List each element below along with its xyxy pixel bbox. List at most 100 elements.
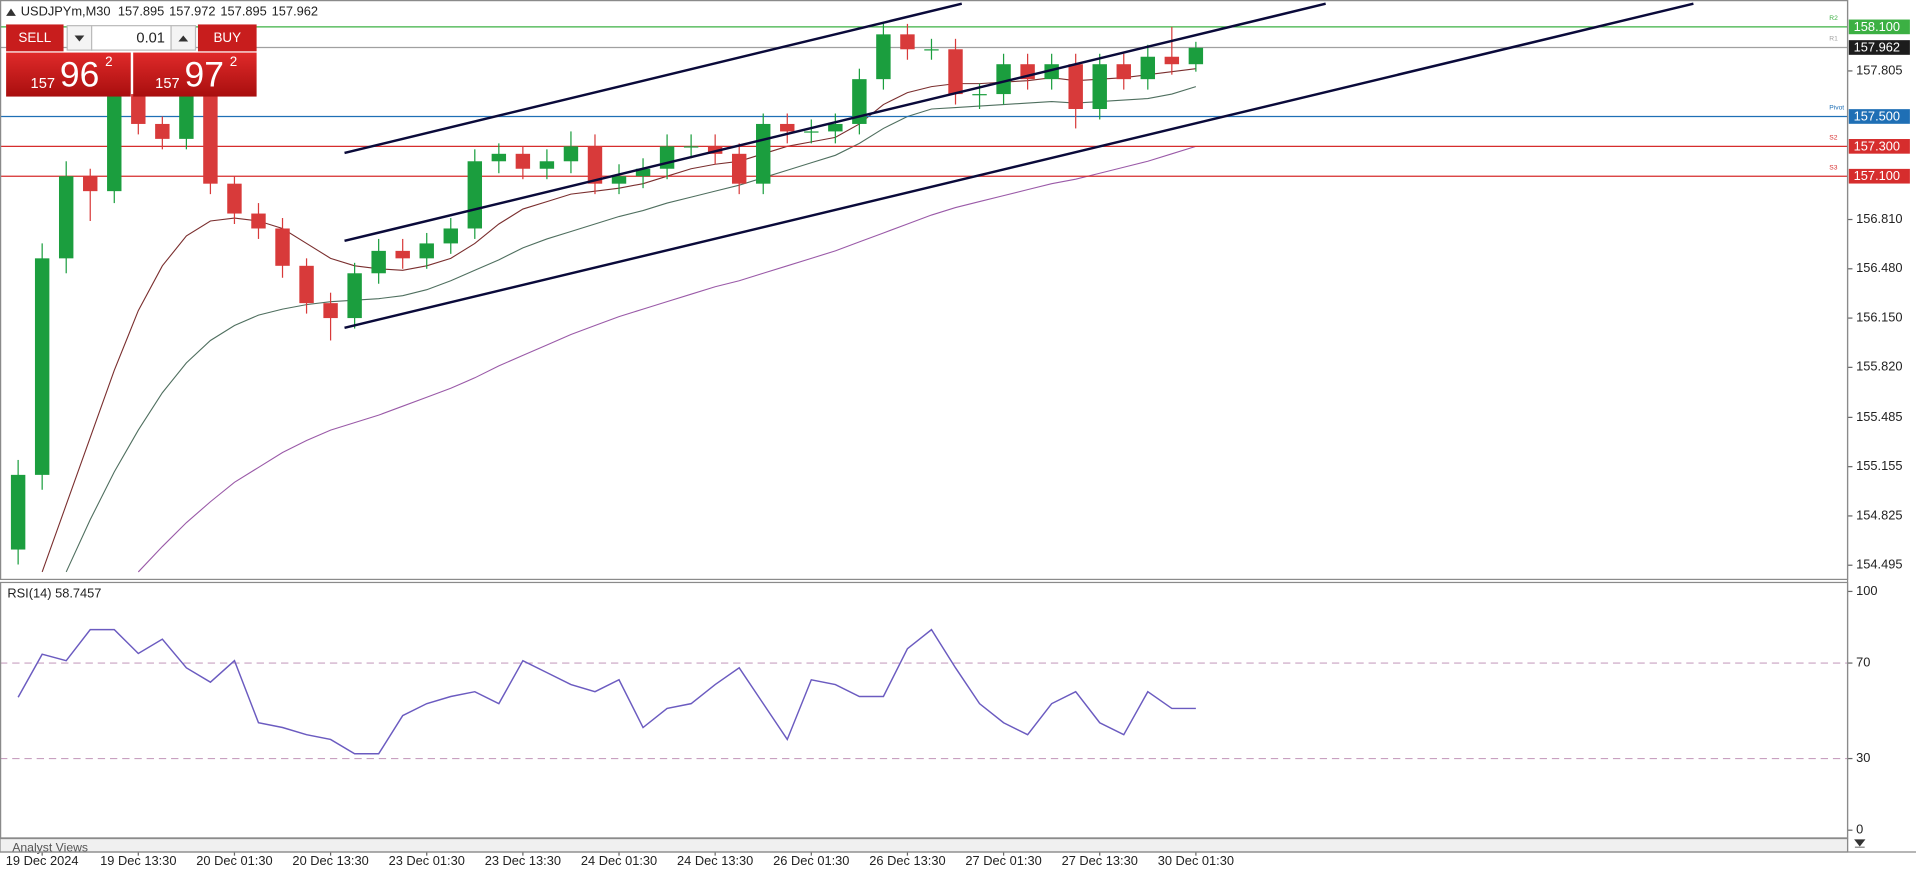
sell-button[interactable] — [6, 24, 64, 52]
header-value: 157.895 — [220, 4, 266, 19]
price-level-label: 157.300 — [1854, 138, 1900, 153]
candle-body — [924, 49, 939, 51]
price-level-tag — [1848, 139, 1910, 154]
trendline — [344, 2, 1326, 243]
ask-big: 97 — [185, 54, 224, 94]
candle-body — [1068, 64, 1083, 110]
scroll-icon — [1854, 839, 1866, 848]
candle-body — [227, 183, 242, 214]
price-level-tag — [1848, 40, 1910, 55]
candle-body — [1140, 56, 1156, 80]
buy-label[interactable]: BUY — [213, 30, 241, 45]
ask-box[interactable] — [133, 52, 257, 97]
candle-body — [683, 146, 699, 148]
lot-down-icon — [74, 35, 85, 42]
candle-body — [996, 64, 1011, 95]
bid-box[interactable] — [6, 52, 131, 97]
pivot-tag: R2 — [1829, 15, 1838, 22]
lot-input[interactable] — [91, 25, 172, 51]
candle-body — [371, 250, 386, 274]
trendline — [344, 2, 1694, 329]
candle-body — [203, 79, 218, 184]
y-tick-label: 155.820 — [1856, 359, 1902, 374]
y-tick-label: 156.480 — [1856, 260, 1902, 275]
x-tick-label: 23 Dec 13:30 — [485, 853, 561, 868]
y-tick-label: 154.825 — [1856, 507, 1902, 522]
bid-prefix: 157 — [31, 76, 55, 92]
rsi-tick-label: 70 — [1856, 654, 1870, 669]
y-tick-label: 155.485 — [1856, 409, 1902, 424]
candle-body — [419, 243, 434, 259]
bid-pip: 2 — [105, 54, 112, 69]
x-tick-label: 19 Dec 13:30 — [100, 853, 176, 868]
sell-label[interactable]: SELL — [18, 30, 51, 45]
candle-body — [347, 273, 362, 319]
candle-body — [107, 94, 122, 192]
x-tick-label: 23 Dec 01:30 — [389, 853, 465, 868]
x-tick-label: 20 Dec 13:30 — [292, 853, 368, 868]
candle-body — [900, 34, 915, 50]
candle-body — [251, 213, 266, 229]
x-tick-label: 24 Dec 01:30 — [581, 853, 657, 868]
buy-button[interactable] — [197, 24, 257, 52]
moving-average — [65, 86, 1197, 573]
y-tick-label: 156.810 — [1856, 211, 1902, 226]
candle-body — [587, 146, 603, 184]
candle-body — [539, 161, 555, 169]
price-level-label: 158.100 — [1854, 19, 1900, 34]
pivot-tag: S3 — [1829, 164, 1837, 171]
candle-body — [1188, 47, 1204, 65]
header-value: 157.962 — [272, 4, 318, 19]
ask-pip: 2 — [230, 54, 237, 69]
rsi-panel — [0, 628, 1848, 760]
header-value: 157.895 — [118, 4, 164, 19]
rsi-title: RSI(14) 58.7457 — [7, 585, 101, 600]
one-click-trading: SELL 0.01 BUY 157 96 2 157 97 2 — [6, 24, 257, 97]
rsi-tick-label: 30 — [1856, 750, 1870, 765]
rsi-tick-label: 0 — [1856, 822, 1863, 837]
candle-body — [972, 94, 987, 96]
rsi-line — [17, 628, 1196, 755]
x-tick-label: 27 Dec 01:30 — [965, 853, 1041, 868]
y-tick-label: 154.495 — [1856, 557, 1902, 572]
candle-body — [852, 79, 867, 124]
price-level-tag — [1848, 168, 1910, 184]
price-level-label: 157.962 — [1854, 39, 1900, 54]
header: USDJPYm,M30 157.895 157.972 157.895 157.962 — [21, 4, 318, 19]
pivot-tag: Pivot — [1829, 105, 1844, 112]
collapse-icon[interactable] — [6, 8, 16, 16]
candle-body — [731, 153, 747, 184]
lot-value[interactable]: 0.01 — [136, 30, 165, 46]
trendline — [344, 2, 963, 155]
axes: 157.805 156.810 156.480 156.150 155.820 155.4… — [6, 19, 1910, 868]
candle-body — [83, 176, 98, 192]
x-tick-label: 24 Dec 13:30 — [677, 853, 753, 868]
price-level-tag — [1848, 109, 1910, 124]
candle-body — [828, 123, 843, 132]
candle-body — [1116, 64, 1131, 80]
footer-bar — [0, 837, 1849, 853]
pivot-tag: R1 — [1829, 36, 1838, 43]
price-level-label: 157.100 — [1854, 168, 1900, 183]
y-tick-label: 156.150 — [1856, 309, 1902, 324]
ask-prefix: 157 — [155, 76, 179, 92]
bid-big: 96 — [60, 54, 99, 94]
price-level-label: 157.500 — [1854, 108, 1900, 123]
x-tick-label: 26 Dec 13:30 — [869, 853, 945, 868]
candle-body — [563, 146, 579, 162]
candle-body — [275, 228, 290, 266]
candle-body — [395, 250, 410, 259]
candle-body — [443, 228, 458, 244]
price-panel: R2 R1 Pivot S2 S3 — [0, 2, 1848, 573]
x-tick-label: 20 Dec 01:30 — [196, 853, 272, 868]
header-value: 157.972 — [169, 4, 215, 19]
price-level-tag — [1848, 19, 1910, 35]
x-tick-label: 30 Dec 01:30 — [1158, 853, 1234, 868]
x-tick-label: 27 Dec 13:30 — [1062, 853, 1138, 868]
candle-body — [876, 34, 891, 80]
candle-body — [323, 303, 338, 319]
candle-body — [948, 49, 963, 95]
y-tick-label: 155.155 — [1856, 458, 1902, 473]
footer-tab[interactable]: Analyst Views — [12, 841, 88, 855]
